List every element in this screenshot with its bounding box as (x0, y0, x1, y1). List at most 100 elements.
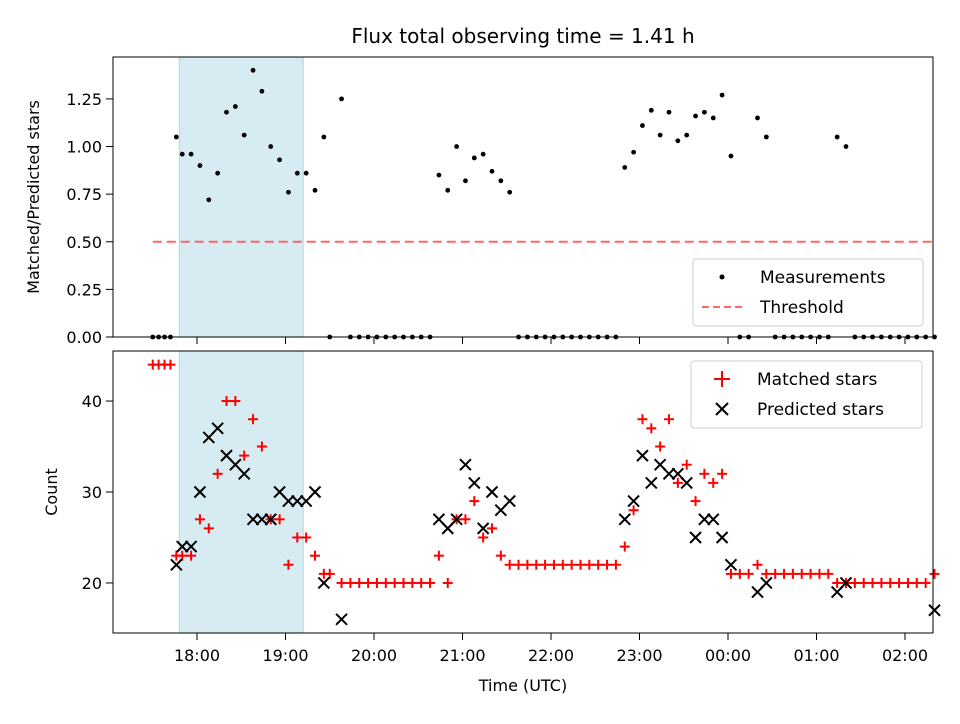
predicted-star-stroke-b (246, 513, 260, 526)
matched-star-point (823, 568, 834, 579)
bottom-x-tick-label: 18:00 (174, 646, 220, 665)
predicted-star-stroke-b (698, 513, 711, 526)
predicted-star-stroke-b (689, 531, 702, 544)
predicted-star-point (715, 531, 729, 544)
matched-star-point (708, 477, 719, 488)
legend-threshold-label: Threshold (759, 298, 844, 318)
matched-star-point (584, 559, 595, 570)
matched-star-point (920, 577, 931, 588)
predicted-star-point (839, 576, 853, 590)
measurement-point (241, 132, 247, 138)
legend-measurements-label: Measurements (760, 268, 886, 288)
matched-star-point (619, 541, 630, 552)
matched-star-point (371, 577, 382, 588)
bottom-y-tick-label: 20 (82, 574, 102, 593)
matched-star-point (867, 577, 878, 588)
predicted-star-stroke-b (485, 485, 499, 499)
predicted-star-stroke-b (273, 485, 286, 499)
measurement-point (268, 144, 274, 149)
matched-star-point (165, 359, 176, 370)
predicted-star-stroke-b (317, 576, 331, 590)
matched-star-point (221, 396, 232, 407)
predicted-star-stroke-b (450, 513, 463, 526)
bottom-x-tick-label: 01:00 (793, 646, 839, 665)
matched-star-point (478, 532, 489, 543)
predicted-star-point (627, 494, 640, 508)
measurement-point (834, 134, 840, 140)
measurement-point (640, 123, 645, 128)
matched-star-point (734, 568, 745, 579)
predicted-star-stroke-b (618, 513, 631, 526)
matched-star-point (212, 468, 223, 479)
predicted-star-stroke-b (170, 558, 183, 571)
measurement-point (693, 113, 698, 119)
matched-star-point (885, 577, 896, 588)
measurement-point (728, 153, 734, 159)
top-y-tick-label: 1.25 (66, 90, 102, 109)
predicted-star-point (636, 449, 649, 462)
predicted-star-stroke-b (459, 458, 472, 471)
matched-star-point (796, 568, 807, 579)
predicted-star-stroke-b (503, 494, 516, 508)
matched-star-point (779, 568, 790, 579)
measurement-point (232, 104, 238, 109)
measurement-point (188, 151, 194, 157)
top-plot-frame (112, 56, 934, 338)
matched-star-point (522, 559, 533, 570)
matched-star-point (380, 577, 391, 588)
measurement-point (507, 189, 513, 195)
measurement-point (436, 172, 442, 178)
matched-star-point (416, 577, 427, 588)
bottom-x-tick-label: 00:00 (705, 646, 751, 665)
predicted-star-point (211, 422, 224, 435)
matched-star-point (239, 450, 250, 461)
measurement-point (702, 109, 707, 115)
predicted-star-point (698, 513, 711, 526)
bottom-x-tick-label: 02:00 (882, 646, 928, 665)
predicted-star-stroke-b (229, 458, 242, 471)
legend-matched-label: Matched stars (757, 370, 877, 390)
matched-star-point (274, 514, 285, 525)
predicted-star-point (282, 494, 295, 508)
matched-star-point (301, 532, 312, 543)
matched-star-point (433, 550, 444, 561)
bottom-y-axis-label: Count (42, 468, 61, 516)
predicted-star-stroke-b (715, 531, 729, 544)
predicted-star-stroke-b (627, 494, 640, 508)
measurement-point (224, 109, 229, 115)
matched-star-point (194, 514, 205, 525)
measurement-point (631, 149, 636, 155)
top-y-tick-label: 0.75 (66, 185, 102, 204)
bottom-x-axis-ticks: 18:00 19:00 20:00 21:00 22:00 23:00 00:00 01:00… (174, 633, 928, 665)
measurement-points (150, 67, 937, 340)
matched-star-point (593, 559, 604, 570)
matched-stars-points (147, 359, 940, 588)
matched-star-point (575, 559, 586, 570)
predicted-star-stroke-b (211, 422, 224, 435)
predicted-star-stroke-b (335, 613, 348, 626)
predicted-star-point (193, 485, 207, 499)
predicted-star-stroke-b (671, 467, 685, 481)
bottom-y-axis-ticks: 20 30 40 (82, 392, 113, 593)
bottom-x-tick-label: 22:00 (528, 646, 574, 665)
predicted-star-point (618, 513, 631, 526)
bottom-x-tick-label: 19:00 (262, 646, 308, 665)
predicted-star-stroke-b (291, 494, 304, 508)
bottom-y-tick-label: 30 (82, 483, 102, 502)
matched-star-point (681, 459, 692, 470)
matched-star-point (460, 514, 471, 525)
matched-star-point (894, 577, 905, 588)
predicted-star-stroke-b (724, 558, 738, 571)
matched-star-point (743, 568, 754, 579)
matched-star-point (566, 559, 577, 570)
measurement-point (471, 155, 477, 161)
predicted-star-stroke-b (680, 476, 693, 490)
bottom-x-tick-label: 20:00 (351, 646, 397, 665)
predicted-star-point (184, 540, 198, 553)
predicted-star-point (308, 485, 322, 499)
predicted-star-stroke-b (760, 576, 773, 590)
bottom-panel: 20 30 40 18:00 19:00 20:00 21:00 22:00 23:00 00:… (42, 350, 941, 695)
top-y-tick-label: 0.50 (66, 233, 102, 252)
matched-star-point (487, 523, 497, 534)
